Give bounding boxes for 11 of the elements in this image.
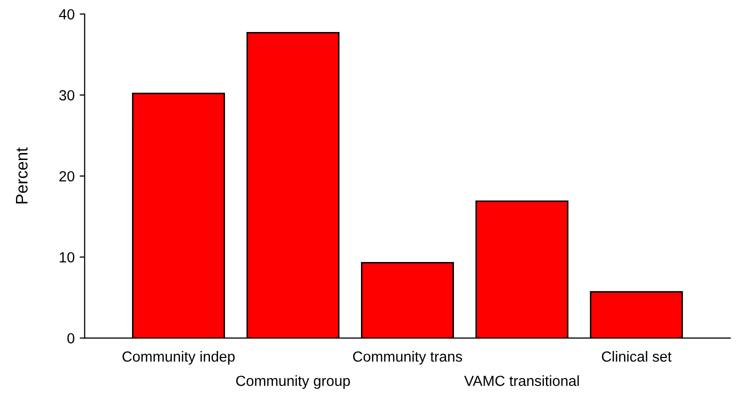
x-tick-label: Community indep [122,351,235,365]
x-tick-label: VAMC transitional [464,375,579,386]
y-tick-label: 40 [59,9,74,20]
x-tick-label: Community trans [353,351,462,365]
y-tick-label: 30 [59,90,74,100]
y-tick-label: 10 [60,252,74,262]
x-tick-label: Clinical set [602,351,672,362]
x-tick-label: Community group [236,375,350,389]
y-tick-label: 0 [67,333,74,344]
y-axis-title: Percent [16,147,28,204]
y-tick-label: 20 [59,171,74,182]
